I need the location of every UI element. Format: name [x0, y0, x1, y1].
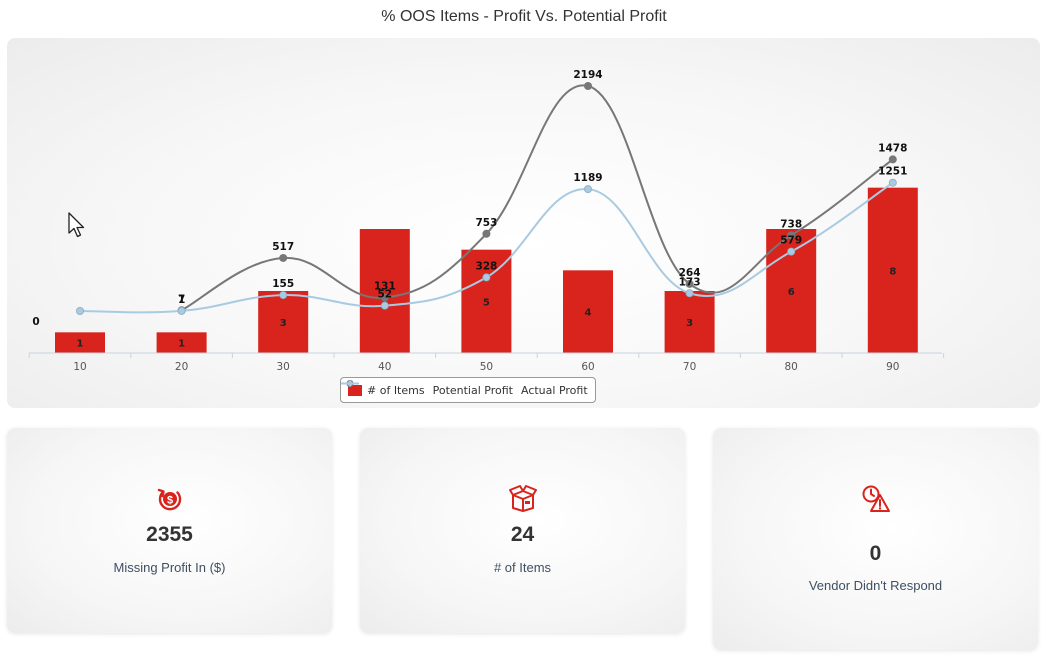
vendor-no-response-value: 0: [869, 542, 882, 565]
legend-item-actual[interactable]: Actual Profit: [341, 380, 588, 397]
actual-label-30: 155: [272, 278, 294, 290]
potential-point-70: [685, 279, 694, 288]
x-tick-label-30: 30: [277, 361, 290, 373]
x-tick-label-50: 50: [480, 361, 493, 373]
actual-point-50: [482, 273, 491, 282]
page-title: % OOS Items - Profit Vs. Potential Profi…: [381, 8, 667, 25]
x-tick-label-80: 80: [785, 361, 798, 373]
bar-label-90: 8: [889, 266, 896, 277]
legend-item-potential[interactable]: Potential Profit: [341, 380, 513, 397]
legend-item-items[interactable]: # of Items: [348, 384, 425, 397]
bar-90: [867, 187, 918, 353]
actual-point-10: [76, 306, 85, 315]
mouse-cursor-icon: [68, 212, 85, 238]
x-tick-label-20: 20: [175, 361, 188, 373]
chart-panel: 10 20 30 40 50 60 70 80 90 1 1 3 5 4 3 6 8 0 7 517 131 753 21…: [7, 38, 1040, 408]
dollar-refresh-icon: $: [7, 484, 332, 514]
actual-point-20: [177, 306, 186, 315]
missing-profit-label: Missing Profit In ($): [113, 560, 226, 575]
potential-point-80: [787, 231, 796, 240]
potential-point-50: [482, 229, 491, 238]
items-count-card: 24 # of Items: [360, 428, 685, 633]
bar-50: [461, 249, 512, 353]
potential-label-80: 738: [780, 218, 802, 230]
bar-label-20: 1: [178, 339, 185, 350]
vendor-no-response-card: 0 Vendor Didn't Respond: [713, 428, 1038, 650]
bar-label-30: 3: [280, 318, 287, 329]
actual-label-80: 579: [780, 235, 802, 247]
actual-point-40: [380, 301, 389, 310]
actual-point-60: [584, 185, 593, 194]
x-tick-label-10: 10: [73, 361, 86, 373]
actual-label-90: 1251: [878, 166, 907, 178]
potential-label-40: 131: [374, 281, 396, 293]
actual-label-50: 328: [475, 260, 497, 272]
oos-profit-chart: 10 20 30 40 50 60 70 80 90 1 13543680751713175321…: [28, 69, 945, 373]
potential-profit-line: [181, 84, 894, 312]
vendor-no-response-label: Vendor Didn't Respond: [808, 578, 943, 593]
missing-profit-value: 2355: [146, 523, 193, 546]
actual-point-80: [787, 247, 796, 256]
bar-label-60: 4: [585, 308, 592, 319]
potential-label-20: 7: [178, 293, 185, 305]
potential-label-50: 753: [475, 217, 497, 229]
clock-warning-icon: [713, 484, 1038, 514]
legend-label-potential: Potential Profit: [432, 383, 513, 397]
potential-label-10: 0: [32, 316, 39, 328]
bar-30: [258, 291, 309, 353]
bar-label-70: 3: [686, 318, 693, 329]
x-tick-label-40: 40: [378, 361, 391, 373]
actual-label-20: 1: [178, 294, 185, 306]
potential-label-90: 1478: [878, 142, 907, 154]
x-tick-label-70: 70: [683, 361, 696, 373]
bar-40: [359, 229, 410, 353]
x-axis: 10 20 30 40 50 60 70 80 90: [28, 352, 945, 373]
svg-text:$: $: [166, 494, 172, 506]
actual-label-40: 52: [377, 289, 392, 301]
actual-label-60: 1189: [573, 172, 602, 184]
potential-label-60: 2194: [573, 69, 602, 81]
bar-label-10: 1: [77, 339, 84, 350]
actual-point-90: [888, 178, 897, 187]
bars-layer: [55, 187, 918, 353]
items-count-value: 24: [510, 523, 535, 546]
legend-swatch-bar: [348, 384, 362, 396]
bar-label-50: 5: [483, 297, 490, 308]
potential-point-40: [380, 293, 389, 302]
bar-70: [664, 291, 715, 353]
data-labels-layer: 1 1 3 5 4 3 6 8 0 7 517 131 753 2194 264 738 1478 1 155 52 3…: [32, 69, 907, 350]
x-tick-label-90: 90: [886, 361, 899, 373]
box-icon: [360, 483, 685, 513]
potential-label-30: 517: [272, 241, 294, 253]
items-count-label: # of Items: [493, 560, 552, 575]
legend-label-actual: Actual Profit: [520, 383, 588, 397]
lines-layer: [76, 82, 897, 315]
actual-profit-line: [79, 181, 894, 314]
bar-10: [55, 332, 105, 353]
legend-label-items: # of Items: [367, 383, 425, 397]
bar-20: [156, 332, 207, 353]
chart-legend: # of Items Potential Profit Actual Profi…: [340, 377, 596, 403]
actual-point-30: [279, 291, 288, 300]
potential-point-90: [888, 155, 897, 164]
bar-60: [563, 270, 613, 353]
legend-swatch-actual: [341, 380, 359, 387]
potential-point-60: [584, 82, 592, 90]
potential-point-30: [279, 253, 288, 262]
actual-label-70: 173: [679, 276, 701, 288]
potential-label-70: 264: [679, 267, 701, 279]
missing-profit-card: $ 2355 Missing Profit In ($): [7, 428, 332, 633]
bar-label-80: 6: [788, 287, 795, 298]
x-tick-label-60: 60: [581, 361, 594, 373]
actual-point-70: [685, 289, 694, 298]
